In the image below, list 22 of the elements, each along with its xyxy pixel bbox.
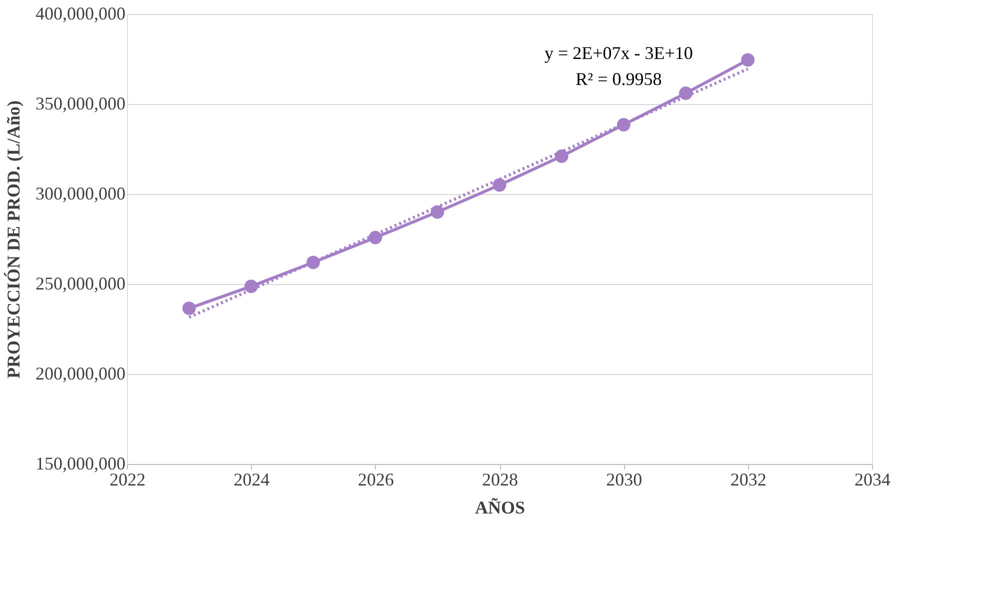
point bbox=[741, 53, 755, 67]
y-tick-label: 200,000,000 bbox=[36, 364, 126, 384]
annotation: y = 2E+07x - 3E+10 bbox=[544, 43, 693, 63]
point bbox=[244, 280, 258, 294]
annotation: R² = 0.9958 bbox=[576, 69, 662, 89]
x-tick-label: 2024 bbox=[234, 470, 270, 490]
x-tick-label: 2034 bbox=[854, 470, 890, 490]
point bbox=[182, 302, 196, 315]
point bbox=[430, 205, 444, 219]
point bbox=[554, 150, 568, 163]
x-tick-label: 2030 bbox=[606, 470, 642, 490]
x-axis-title: AÑOS bbox=[474, 498, 526, 518]
y-tick-label: 350,000,000 bbox=[36, 94, 126, 114]
point bbox=[368, 230, 382, 244]
y-axis-title: PROYECCIÓN DE PROD. (L/Año) bbox=[4, 100, 24, 379]
point bbox=[492, 178, 506, 192]
y-tick-label: 300,000,000 bbox=[36, 184, 126, 204]
y-tick-label: 250,000,000 bbox=[36, 274, 126, 294]
y-tick-label: 400,000,000 bbox=[36, 4, 126, 24]
x-tick-label: 2032 bbox=[730, 470, 766, 490]
x-tick-label: 2028 bbox=[482, 470, 518, 490]
x-tick-label: 2026 bbox=[358, 470, 394, 490]
